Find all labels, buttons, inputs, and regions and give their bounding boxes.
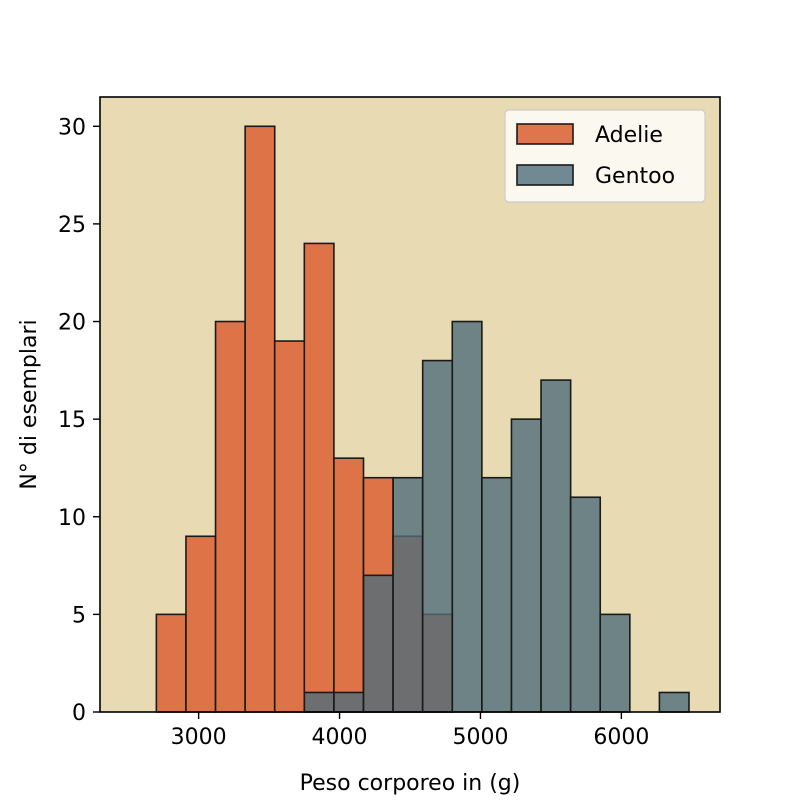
bar-adelie-0 xyxy=(155,613,187,713)
bar-gentoo-6 xyxy=(481,476,513,713)
legend-swatch-gentoo xyxy=(516,164,574,186)
bar-gentoo-3 xyxy=(392,476,424,713)
bar-gentoo-1 xyxy=(333,691,365,713)
y-tick-label-3: 15 xyxy=(58,408,86,433)
bar-gentoo-4 xyxy=(421,359,454,713)
bar-adelie-6 xyxy=(333,457,365,713)
x-axis-label: Peso corporeo in (g) xyxy=(300,771,521,796)
bar-adelie-1 xyxy=(185,535,217,713)
legend-label-gentoo: Gentoo xyxy=(595,164,675,189)
y-tick-label-5: 25 xyxy=(58,213,86,238)
bar-gentoo-7 xyxy=(510,418,542,713)
bar-adelie-5 xyxy=(303,242,335,713)
y-axis-ticks: 0 5 10 15 20 25 30 xyxy=(58,115,100,726)
bar-gentoo-10 xyxy=(599,613,631,713)
bar-gentoo-9 xyxy=(569,496,602,713)
bar-gentoo-12 xyxy=(658,691,690,713)
x-tick-label-3: 6000 xyxy=(593,725,649,750)
y-tick-label-4: 20 xyxy=(58,311,86,336)
legend-label-adelie: Adelie xyxy=(595,123,663,148)
x-tick-label-0: 3000 xyxy=(171,725,227,750)
x-axis-ticks: 3000 4000 5000 6000 xyxy=(171,712,649,750)
x-tick-label-1: 4000 xyxy=(312,725,368,750)
plot-frame xyxy=(99,96,721,713)
bar-gentoo-8 xyxy=(540,379,572,713)
bar-gentoo-0 xyxy=(303,691,335,713)
bar-adelie-3 xyxy=(244,125,276,713)
y-tick-label-0: 0 xyxy=(72,701,86,726)
y-axis-label: N° di esemplari xyxy=(17,319,42,489)
legend: Adelie Gentoo xyxy=(504,109,706,203)
y-tick-label-6: 30 xyxy=(58,115,86,140)
bar-adelie-4 xyxy=(273,340,306,713)
y-tick-label-1: 5 xyxy=(72,603,86,628)
y-tick-label-2: 10 xyxy=(58,506,86,531)
x-tick-label-2: 5000 xyxy=(452,725,508,750)
bar-adelie-2 xyxy=(214,320,246,713)
bars-layer xyxy=(155,125,690,713)
legend-swatch-adelie xyxy=(516,123,574,145)
bar-gentoo-5 xyxy=(451,320,483,713)
bar-gentoo-2 xyxy=(362,574,394,713)
